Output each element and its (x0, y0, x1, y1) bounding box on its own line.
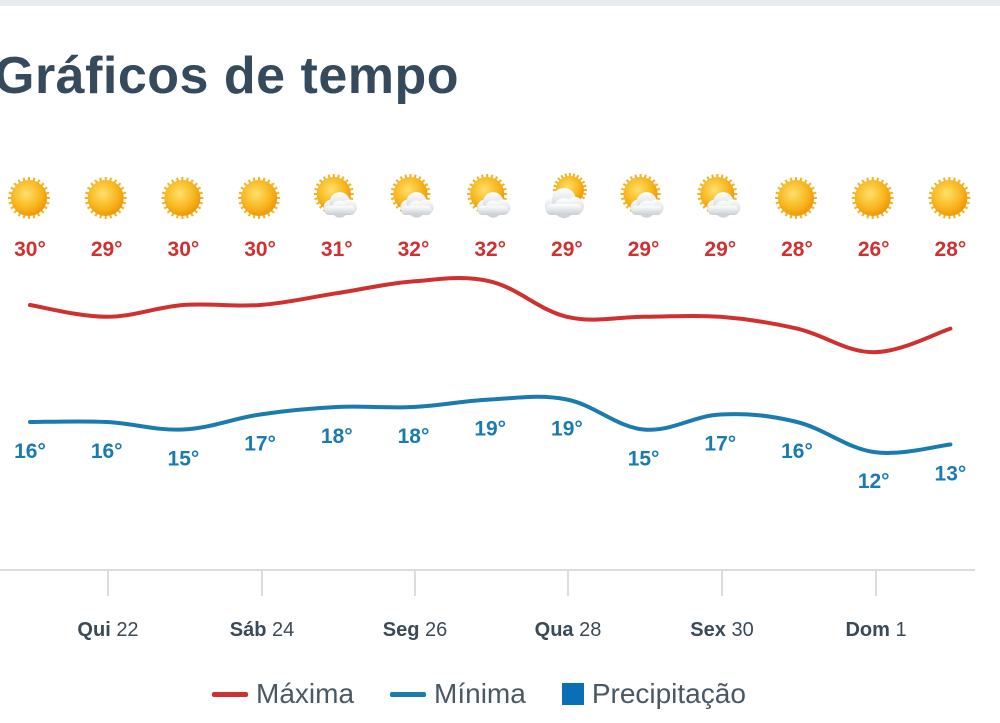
max-temp-label: 28° (781, 238, 813, 261)
max-temp-label: 30° (14, 238, 46, 261)
legend-swatch-precip (561, 683, 584, 705)
max-temp-label: 29° (704, 238, 736, 261)
partly-cloudy-icon (313, 174, 357, 218)
legend-label-precip: Precipitação (591, 678, 746, 709)
max-temp-label: 29° (91, 238, 123, 261)
min-temp-label: 19° (551, 418, 583, 441)
legend-item-precip[interactable]: Precipitação (561, 678, 746, 710)
partly-cloudy-icon (390, 174, 434, 218)
sun-icon (238, 177, 281, 219)
x-tick-label: Seg 26 (383, 619, 448, 641)
partly-cloudy-icon (697, 174, 741, 218)
mostly-cloudy-icon (544, 173, 587, 218)
partly-cloudy-icon (467, 174, 511, 218)
partly-cloudy-icon (620, 174, 664, 218)
max-temp-label: 26° (858, 238, 890, 261)
min-temp-label: 16° (91, 440, 123, 463)
min-temp-label: 13° (935, 463, 967, 486)
legend-swatch-max (212, 691, 248, 697)
max-temp-label: 28° (935, 238, 967, 261)
sun-icon (775, 177, 817, 219)
legend-item-min[interactable]: Mínima (390, 678, 526, 710)
x-tick-label: Sáb 24 (230, 619, 295, 641)
legend-item-max[interactable]: Máxima (212, 678, 354, 710)
min-temp-label: 15° (628, 448, 660, 471)
max-temp-label: 30° (244, 238, 276, 261)
min-temp-label: 17° (244, 433, 276, 456)
x-tick-label: Qui 22 (77, 619, 138, 641)
min-temp-label: 15° (168, 448, 200, 471)
min-temp-label: 19° (474, 418, 506, 441)
max-temp-label: 29° (551, 238, 583, 261)
sun-icon (851, 177, 894, 219)
min-temp-label: 17° (704, 433, 736, 456)
chart-legend: Máxima Mínima Precipitação (212, 674, 746, 714)
legend-swatch-min (390, 691, 427, 697)
max-temp-label: 32° (474, 238, 506, 261)
min-temp-label: 18° (321, 425, 353, 448)
min-temp-label: 18° (398, 425, 430, 448)
page-title: Gráficos de tempo (0, 47, 460, 105)
top-bar (0, 0, 1000, 6)
sun-icon (84, 177, 127, 219)
weather-chart: Qui 22 Sáb 24 Seg 26 Qua 28 Sex 30 Dom 1 30° 29… (0, 173, 975, 641)
min-temp-label: 16° (781, 440, 813, 463)
x-tick-label: Dom 1 (845, 619, 906, 641)
min-temp-label: 16° (14, 440, 46, 463)
max-temp-label: 32° (398, 238, 430, 261)
sun-icon (8, 177, 50, 219)
max-temp-label: 30° (168, 238, 200, 261)
series-line-min (28, 394, 953, 455)
x-tick-label: Qua 28 (535, 619, 602, 641)
legend-label-min: Mínima (434, 678, 526, 709)
series-line-max (28, 276, 953, 355)
sun-icon (928, 177, 971, 219)
sun-icon (161, 177, 204, 219)
min-temp-label: 12° (858, 470, 890, 493)
legend-label-max: Máxima (256, 678, 355, 709)
max-temp-label: 31° (321, 238, 353, 261)
max-temp-label: 29° (628, 238, 660, 261)
x-tick-label: Sex 30 (690, 619, 753, 641)
